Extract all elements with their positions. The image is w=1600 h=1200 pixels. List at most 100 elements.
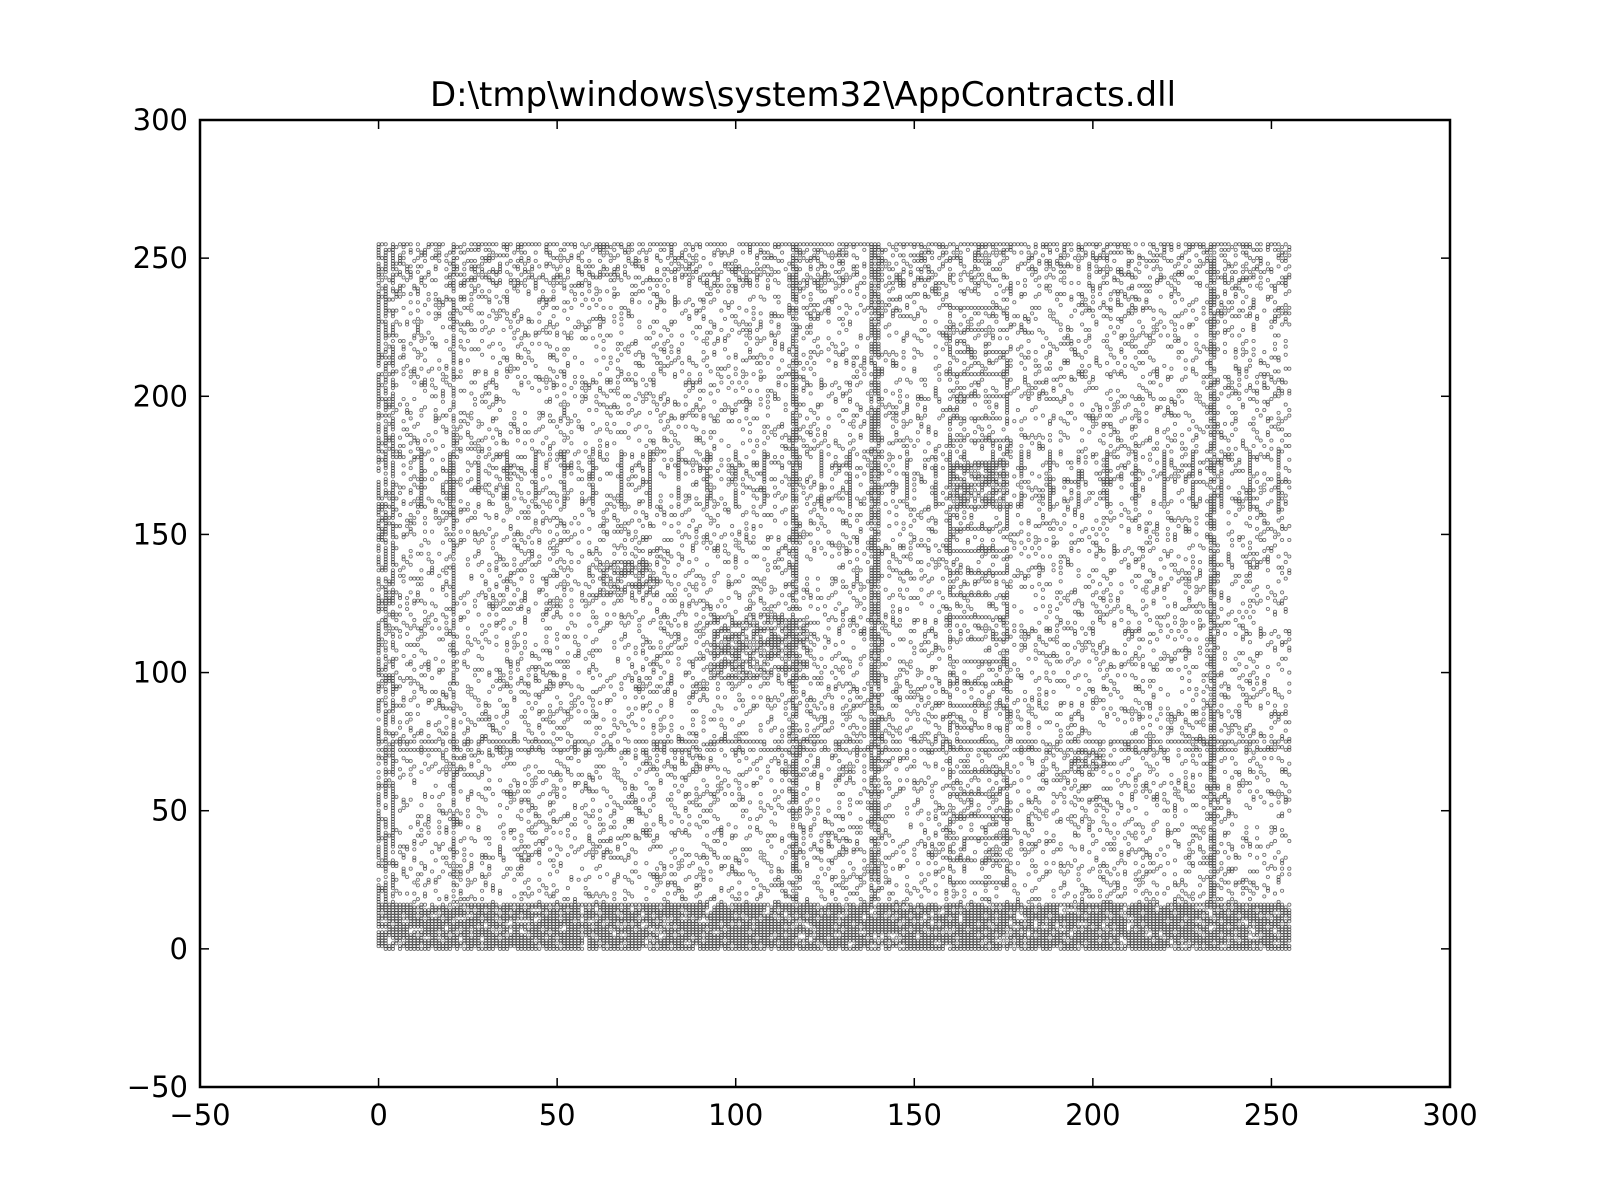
scatter-point xyxy=(383,728,388,733)
scatter-point xyxy=(376,466,381,471)
scatter-point xyxy=(376,524,381,529)
scatter-point xyxy=(376,844,381,849)
scatter-point xyxy=(383,836,388,841)
scatter-point xyxy=(383,477,388,482)
scatter-point xyxy=(376,374,381,379)
scatter-point xyxy=(376,361,381,366)
scatter-point xyxy=(383,711,388,717)
scatter-point xyxy=(383,242,388,247)
scatter-point xyxy=(383,264,388,269)
scatter-point xyxy=(383,739,388,744)
scatter-point xyxy=(380,372,385,377)
scatter-point xyxy=(376,687,381,692)
scatter-point xyxy=(383,374,388,379)
scatter-point xyxy=(376,877,381,882)
scatter-point xyxy=(383,736,388,741)
scatter-point xyxy=(376,629,381,634)
scatter-point xyxy=(383,767,388,772)
scatter-point xyxy=(376,703,381,708)
scatter-point xyxy=(376,325,381,330)
scatter-point xyxy=(387,623,392,628)
scatter-point xyxy=(383,606,388,612)
scatter-point xyxy=(383,568,388,573)
scatter-point xyxy=(383,844,388,849)
scatter-point xyxy=(376,792,381,797)
scatter-point xyxy=(383,816,388,822)
scatter-point xyxy=(383,830,388,835)
scatter-point xyxy=(376,493,381,498)
scatter-point xyxy=(376,664,381,670)
scatter-point xyxy=(383,615,388,620)
scatter-point xyxy=(383,479,388,484)
scatter-point xyxy=(376,405,381,410)
scatter-point xyxy=(380,352,385,357)
scatter-point xyxy=(380,496,385,501)
scatter-point xyxy=(383,518,388,523)
scatter-point xyxy=(383,941,388,946)
scatter-point xyxy=(383,256,388,261)
scatter-point xyxy=(376,554,381,559)
scatter-point xyxy=(383,897,388,902)
scatter-point xyxy=(383,687,388,692)
scatter-point xyxy=(383,576,388,581)
scatter-point xyxy=(383,866,388,871)
scatter-point xyxy=(376,753,381,758)
scatter-point xyxy=(383,631,388,636)
scatter-point xyxy=(376,919,381,924)
scatter-point xyxy=(383,756,388,761)
scatter-point xyxy=(376,443,381,449)
scatter-point xyxy=(383,341,388,346)
scatter-point xyxy=(383,858,388,863)
scatter-point xyxy=(376,651,381,656)
chart-title: D:\tmp\windows\system32\AppContracts.dll xyxy=(430,75,1176,115)
scatter-point xyxy=(376,289,381,294)
scatter-point xyxy=(383,286,388,291)
scatter-point xyxy=(376,435,381,440)
scatter-point xyxy=(380,278,385,283)
scatter-point xyxy=(376,659,381,664)
scatter-point xyxy=(376,775,381,780)
scatter-point xyxy=(383,471,388,476)
scatter-point xyxy=(383,424,388,429)
scatter-point xyxy=(383,325,388,330)
scatter-point xyxy=(383,700,388,706)
scatter-point xyxy=(383,562,388,567)
scatter-point xyxy=(383,488,388,493)
scatter-points xyxy=(376,242,1292,951)
scatter-point xyxy=(383,584,388,589)
scatter-point xyxy=(376,861,381,866)
scatter-point xyxy=(376,725,381,730)
scatter-point xyxy=(376,761,381,766)
scatter-point xyxy=(383,427,388,432)
scatter-point xyxy=(383,294,388,299)
scatter-point xyxy=(383,501,388,507)
scatter-point xyxy=(376,455,381,460)
scatter-point xyxy=(376,897,381,902)
scatter-point xyxy=(383,419,388,424)
scatter-point xyxy=(383,664,388,670)
scatter-point xyxy=(383,319,388,324)
scatter-point xyxy=(383,250,388,255)
scatter-point xyxy=(380,383,385,388)
scatter-point xyxy=(383,662,388,667)
scatter-point xyxy=(383,385,388,391)
scatter-point xyxy=(383,449,388,454)
scatter-point xyxy=(376,562,381,567)
scatter-point xyxy=(376,593,381,598)
scatter-point xyxy=(376,261,381,266)
scatter-point xyxy=(383,874,388,880)
scatter-point xyxy=(383,695,388,700)
scatter-point xyxy=(376,781,381,786)
scatter-point xyxy=(376,543,381,548)
scatter-point xyxy=(376,391,381,396)
scatter-point xyxy=(376,656,381,661)
scatter-point xyxy=(380,698,385,703)
scatter-point xyxy=(376,510,381,515)
scatter-point xyxy=(376,769,381,775)
scatter-point xyxy=(383,540,388,545)
scatter-point xyxy=(383,275,388,280)
scatter-point xyxy=(383,888,388,893)
scatter-point xyxy=(383,300,388,305)
scatter-point xyxy=(376,421,381,426)
scatter-point xyxy=(376,427,381,432)
